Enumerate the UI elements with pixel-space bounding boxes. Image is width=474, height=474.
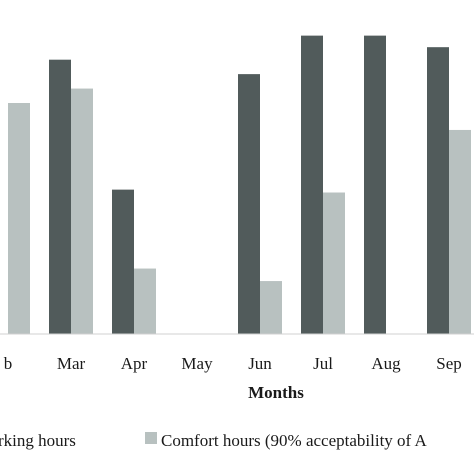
bar-comfort-sep <box>449 129 471 334</box>
bar-working-mar <box>49 59 71 334</box>
bar-working-apr <box>112 189 134 334</box>
bar-comfort-jul <box>323 192 345 334</box>
x-tick-label-jul: Jul <box>313 354 333 373</box>
x-tick-label-aug: Aug <box>371 354 401 373</box>
legend-label-comfort-hours: Comfort hours (90% acceptability of A <box>161 431 428 450</box>
x-tick-label-feb: b <box>4 354 13 373</box>
x-axis-title: Months <box>248 383 304 402</box>
legend-swatch-comfort-hours <box>145 432 157 444</box>
bar-comfort-apr <box>134 268 156 334</box>
bars-layer <box>8 35 471 335</box>
x-tick-label-jun: Jun <box>248 354 272 373</box>
bar-working-jul <box>301 35 323 334</box>
legend-label-working-hours: rking hours <box>0 431 76 450</box>
bar-working-jun <box>238 74 260 334</box>
bar-working-sep <box>427 47 449 335</box>
x-tick-label-may: May <box>181 354 213 373</box>
bar-comfort-mar <box>71 88 93 334</box>
x-tick-label-apr: Apr <box>121 354 148 373</box>
x-tick-label-mar: Mar <box>57 354 86 373</box>
bar-comfort-feb <box>8 103 30 334</box>
bar-working-aug <box>364 35 386 334</box>
legend: rking hours Comfort hours (90% acceptabi… <box>0 431 428 450</box>
x-tick-label-sep: Sep <box>436 354 462 373</box>
x-tick-labels: b Mar Apr May Jun Jul Aug Sep <box>4 354 462 373</box>
bar-comfort-jun <box>260 281 282 334</box>
